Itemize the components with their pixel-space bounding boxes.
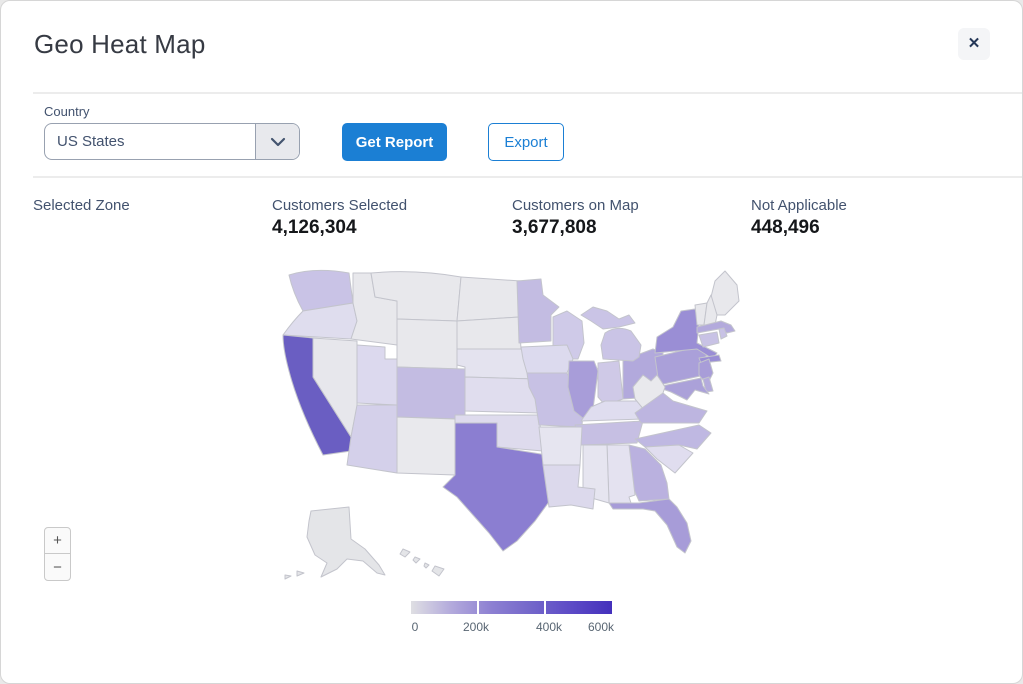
- state-SC[interactable]: [644, 444, 694, 474]
- state-HI2[interactable]: [412, 556, 421, 564]
- toolbar-divider: [33, 176, 1022, 178]
- state-FL[interactable]: [608, 498, 692, 554]
- stat-label: Customers on Map: [512, 197, 639, 214]
- state-IN[interactable]: [597, 360, 624, 406]
- state-TN[interactable]: [574, 420, 644, 446]
- legend-tick: [544, 601, 546, 614]
- legend-tick: [477, 601, 479, 614]
- state-AR[interactable]: [538, 426, 583, 466]
- state-UT[interactable]: [356, 344, 398, 406]
- zoom-out-button[interactable]: −: [45, 554, 70, 580]
- state-AK3[interactable]: [284, 574, 292, 580]
- state-ME[interactable]: [710, 270, 740, 316]
- state-NH[interactable]: [703, 294, 718, 326]
- stat-value: 4,126,304: [272, 217, 357, 238]
- heat-legend-bar: [411, 601, 612, 614]
- map-zoom-control: + −: [44, 527, 71, 581]
- state-MD[interactable]: [656, 377, 710, 401]
- state-SD[interactable]: [456, 316, 522, 350]
- stat-value: 3,677,808: [512, 217, 597, 238]
- stat-customers-selected: Customers Selected 4,126,304: [272, 197, 407, 239]
- state-DE[interactable]: [702, 376, 714, 393]
- close-button[interactable]: ✕: [958, 28, 990, 60]
- state-OR[interactable]: [282, 302, 358, 340]
- country-select-value: US States: [57, 133, 125, 150]
- state-AK[interactable]: [306, 506, 386, 578]
- state-KY[interactable]: [580, 400, 652, 422]
- state-WY[interactable]: [396, 318, 458, 370]
- state-CT[interactable]: [698, 331, 720, 348]
- stat-label: Selected Zone: [33, 197, 130, 214]
- state-MN[interactable]: [516, 278, 560, 344]
- state-RI[interactable]: [718, 327, 728, 340]
- get-report-button[interactable]: Get Report: [342, 123, 447, 161]
- us-heat-map[interactable]: [251, 259, 751, 589]
- state-HI4[interactable]: [431, 565, 445, 577]
- state-VA[interactable]: [634, 392, 708, 424]
- header-divider: [33, 92, 1022, 94]
- state-CA[interactable]: [282, 334, 352, 456]
- state-AZ[interactable]: [346, 404, 398, 474]
- export-button[interactable]: Export: [488, 123, 564, 161]
- chevron-down-icon: [255, 124, 299, 159]
- state-IA[interactable]: [520, 344, 574, 374]
- stat-value: 448,496: [751, 217, 820, 238]
- state-TX[interactable]: [442, 422, 552, 552]
- stat-label: Customers Selected: [272, 197, 408, 214]
- legend-label-600k: 600k: [587, 620, 615, 634]
- stat-customers-on-map: Customers on Map 3,677,808: [512, 197, 639, 239]
- state-MT[interactable]: [370, 271, 462, 322]
- state-CO[interactable]: [396, 366, 466, 420]
- stat-label: Not Applicable: [751, 197, 847, 214]
- legend-label-400k: 400k: [535, 620, 563, 634]
- legend-label-200k: 200k: [462, 620, 490, 634]
- country-select[interactable]: US States: [44, 123, 300, 160]
- legend-label-0: 0: [411, 620, 419, 634]
- page-title: Geo Heat Map: [34, 29, 206, 59]
- stat-selected-zone: Selected Zone: [33, 197, 130, 217]
- state-HI[interactable]: [399, 548, 411, 558]
- state-ND[interactable]: [456, 276, 522, 322]
- state-MI[interactable]: [580, 306, 642, 362]
- country-label: Country: [44, 104, 90, 119]
- stat-not-applicable: Not Applicable 448,496: [751, 197, 847, 239]
- state-MA[interactable]: [696, 320, 736, 334]
- state-HI3[interactable]: [423, 562, 430, 569]
- close-icon: ✕: [967, 35, 981, 52]
- state-AK2[interactable]: [296, 570, 305, 577]
- zoom-in-button[interactable]: +: [45, 528, 70, 554]
- state-NM[interactable]: [396, 416, 456, 476]
- state-LA[interactable]: [542, 464, 596, 510]
